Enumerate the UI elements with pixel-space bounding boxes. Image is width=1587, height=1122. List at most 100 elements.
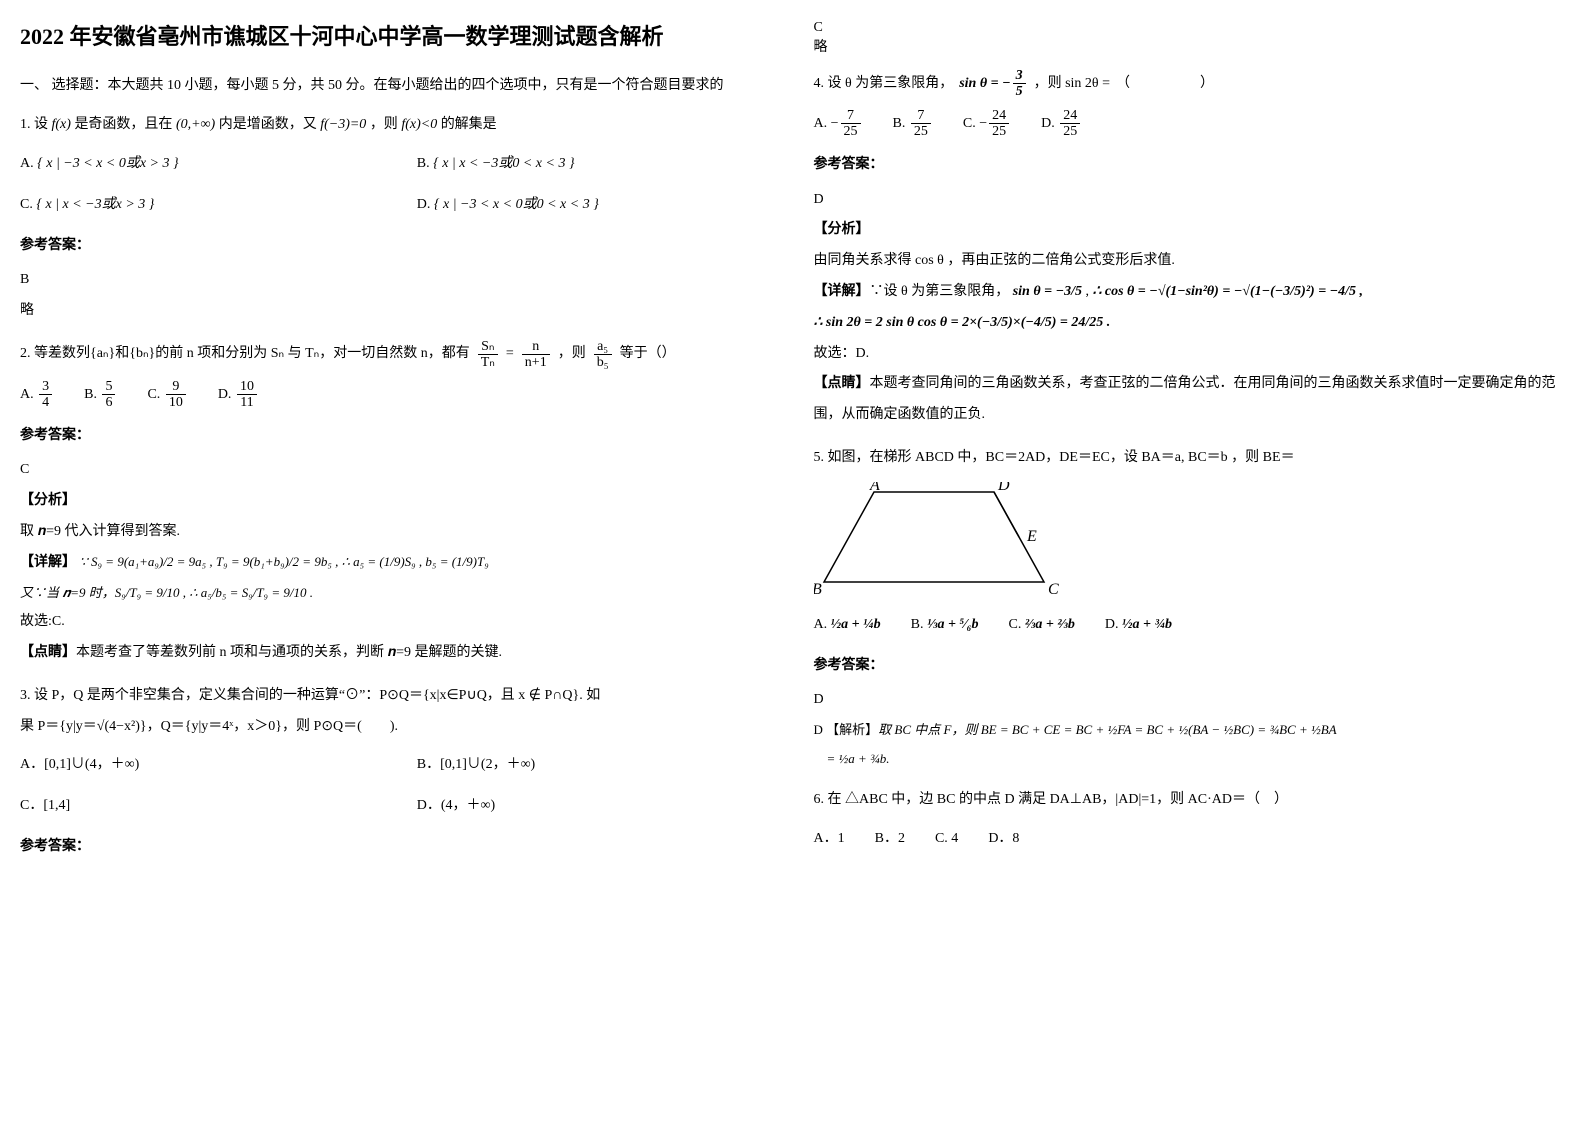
trap-label-c: C — [1048, 581, 1059, 598]
q1-mid3: ，则 — [370, 117, 398, 132]
q2-b-num: 5 — [102, 379, 115, 395]
q2-a-den: 4 — [39, 395, 52, 410]
q1-a-label: A. — [20, 156, 34, 171]
q4-analysis-label: 【分析】 — [814, 215, 1568, 246]
q4-ans: D — [814, 185, 1568, 216]
q4-mid: ，则 sin 2θ = — [1034, 69, 1110, 100]
q2-point: 本题考查了等差数列前 n 项和与通项的关系，判断 𝒏=9 是解题的关键. — [76, 645, 502, 660]
q1-mid2: 内是增函数，又 — [219, 117, 317, 132]
q2-c-num: 9 — [166, 379, 186, 395]
q5-b-label: B. — [911, 617, 924, 632]
q2-detail-label: 【详解】 — [20, 555, 76, 570]
q2-analysis-label: 【分析】 — [20, 486, 774, 517]
q1-ans: B — [20, 265, 774, 296]
q3-opt-a: A．[0,1]∪(4，＋∞) — [20, 750, 377, 781]
question-2: 2. 等差数列{aₙ}和{bₙ}的前 n 项和分别为 Sₙ 与 Tₙ，对一切自然… — [20, 339, 774, 669]
q1-d-set: { x | −3 < x < 0或0 < x < 3 } — [434, 197, 599, 212]
q1-ans-label: 参考答案： — [20, 231, 774, 262]
q2-point-label: 【点睛】 — [20, 645, 76, 660]
q5-opt-b: B. ⅓a + ⁵⁄₆b — [911, 610, 979, 641]
q4-choose: 故选：D. — [814, 339, 1568, 370]
q4-d-label: D. — [1041, 116, 1055, 131]
q1-stem: 1. 设 f(x) 是奇函数，且在 (0,+∞) 内是增函数，又 f(−3)=0… — [20, 117, 497, 132]
q5-ans-label: 参考答案： — [814, 651, 1568, 682]
q5-sol2: = ½a + ¾b. — [827, 745, 1568, 774]
q5-opt-d: D. ½a + ¾b — [1105, 610, 1172, 641]
q1-c-label: C. — [20, 197, 33, 212]
q2-c-den: 10 — [166, 395, 186, 410]
q4-blank: （ ） — [1116, 69, 1214, 100]
q4-opt-b: B. 725 — [893, 108, 933, 140]
question-1: 1. 设 f(x) 是奇函数，且在 (0,+∞) 内是增函数，又 f(−3)=0… — [20, 110, 774, 327]
trapezoid-de — [994, 492, 1019, 537]
q2-opt-a: A. 34 — [20, 379, 54, 411]
q1-mid1: 是奇函数，且在 — [74, 117, 172, 132]
trap-label-b: B — [814, 581, 822, 598]
q6-opt-a: A．1 — [814, 824, 845, 855]
q2-detail2: 又∵当 𝒏=9 时，S₉/T₉ = 9/10 , ∴ a₅/b₅ = S₉/T₉… — [20, 579, 774, 608]
q2-pre: 2. 等差数列{aₙ}和{bₙ}的前 n 项和分别为 Sₙ 与 Tₙ，对一切自然… — [20, 339, 470, 370]
q5-ans: D — [814, 685, 1568, 716]
question-4: 4. 设 θ 为第三象限角， sin θ = −35 ，则 sin 2θ = （… — [814, 68, 1568, 431]
q4-a-label: A. — [814, 116, 828, 131]
q5-a-label: A. — [814, 617, 828, 632]
trap-label-e: E — [1026, 528, 1037, 545]
q2-a-label: A. — [20, 387, 34, 402]
q5-opt-a: A. ½a + ¼b — [814, 610, 881, 641]
q5-c-label: C. — [1009, 617, 1022, 632]
q5-a-expr: ½a + ¼b — [831, 617, 881, 632]
q3-stem-a: 3. 设 P，Q 是两个非空集合，定义集合间的一种运算“⊙”：P⊙Q＝{x|x∈… — [20, 681, 774, 712]
q4-b-den: 25 — [911, 124, 931, 139]
q2-detail1: ∵ S₉ = 9(a₁+a₉)/2 = 9a₅ , T₉ = 9(b₁+b₉)/… — [80, 554, 489, 569]
q4-c-den: 25 — [989, 124, 1009, 139]
q2-d-den: 11 — [237, 395, 257, 410]
q4-point-label: 【点睛】 — [814, 376, 870, 391]
question-5: 5. 如图，在梯形 ABCD 中，BC＝2AD，DE＝EC，设 BA＝a, BC… — [814, 443, 1568, 773]
trap-label-d: D — [997, 482, 1010, 494]
trapezoid-shape — [824, 492, 1044, 582]
q4-sin-den: 5 — [1013, 84, 1026, 99]
q4-d-den: 25 — [1060, 124, 1080, 139]
q5-sol: 取 BC 中点 F，则 BE = BC + CE = BC + ½FA = BC… — [878, 722, 1336, 737]
q1-opt-c: C. { x | x < −3或x > 3 } — [20, 190, 377, 221]
q4-ans-label: 参考答案： — [814, 150, 1568, 181]
q2-end: 等于（） — [620, 339, 676, 370]
q1-a-set: { x | −3 < x < 0或x > 3 } — [37, 156, 178, 171]
q5-d-label: D. — [1105, 617, 1119, 632]
q3-opt-d: D．(4，＋∞) — [417, 791, 774, 822]
q2-b5: b₅ — [594, 355, 612, 370]
q2-a5-b5: a₅b₅ — [594, 339, 612, 371]
q4-b-num: 7 — [911, 108, 931, 124]
q2-choose: 故选:C. — [20, 607, 774, 638]
q2-a-num: 3 — [39, 379, 52, 395]
q4-sin: sin θ = −35 — [959, 68, 1027, 100]
q3-stem-b: 果 P＝{y|y＝√(4−x²)}，Q＝{y|y＝4ˣ，x＞0}，则 P⊙Q＝(… — [20, 712, 774, 743]
q2-b-label: B. — [84, 387, 97, 402]
q1-sol: 略 — [20, 296, 774, 327]
q4-sin-num: 3 — [1013, 68, 1026, 84]
q2-mid: ，则 — [558, 339, 586, 370]
q2-n-n1: nn+1 — [522, 339, 550, 371]
q1-end: 的解集是 — [441, 117, 497, 132]
q3-opt-c: C．[1,4] — [20, 791, 377, 822]
q2-sn-tn: SₙTₙ — [478, 339, 498, 371]
trap-label-a: A — [869, 482, 880, 494]
q3-sol: 略 — [814, 36, 1568, 56]
q4-opt-c: C. −2425 — [963, 108, 1011, 140]
q4-analysis: 由同角关系求得 cos θ ，再由正弦的二倍角公式变形后求值. — [814, 246, 1568, 277]
q3-ans-label: 参考答案： — [20, 832, 774, 863]
q1-pre: 1. 设 — [20, 117, 48, 132]
q2-ans: C — [20, 455, 774, 486]
q5-stem: 5. 如图，在梯形 ABCD 中，BC＝2AD，DE＝EC，设 BA＝a, BC… — [814, 443, 1568, 474]
q4-d1b: ∴ cos θ = −√(1−sin²θ) = −√(1−(−3/5)²) = … — [1092, 284, 1363, 299]
q2-a5: a₅ — [594, 339, 612, 355]
question-6: 6. 在 △ABC 中，边 BC 的中点 D 满足 DA⊥AB，|AD|=1，则… — [814, 785, 1568, 855]
q1-f3: f(−3)=0 — [320, 117, 366, 132]
q5-sol-label: D 【解析】 — [814, 722, 879, 737]
q1-fx: f(x) — [52, 117, 71, 132]
q1-opt-d: D. { x | −3 < x < 0或0 < x < 3 } — [417, 190, 774, 221]
q4-b-label: B. — [893, 116, 906, 131]
q1-fxlt0: f(x)<0 — [401, 117, 437, 132]
q1-c-set: { x | x < −3或x > 3 } — [36, 197, 154, 212]
q4-point: 本题考查同角间的三角函数关系，考查正弦的二倍角公式．在用同角间的三角函数关系求值… — [814, 376, 1556, 422]
